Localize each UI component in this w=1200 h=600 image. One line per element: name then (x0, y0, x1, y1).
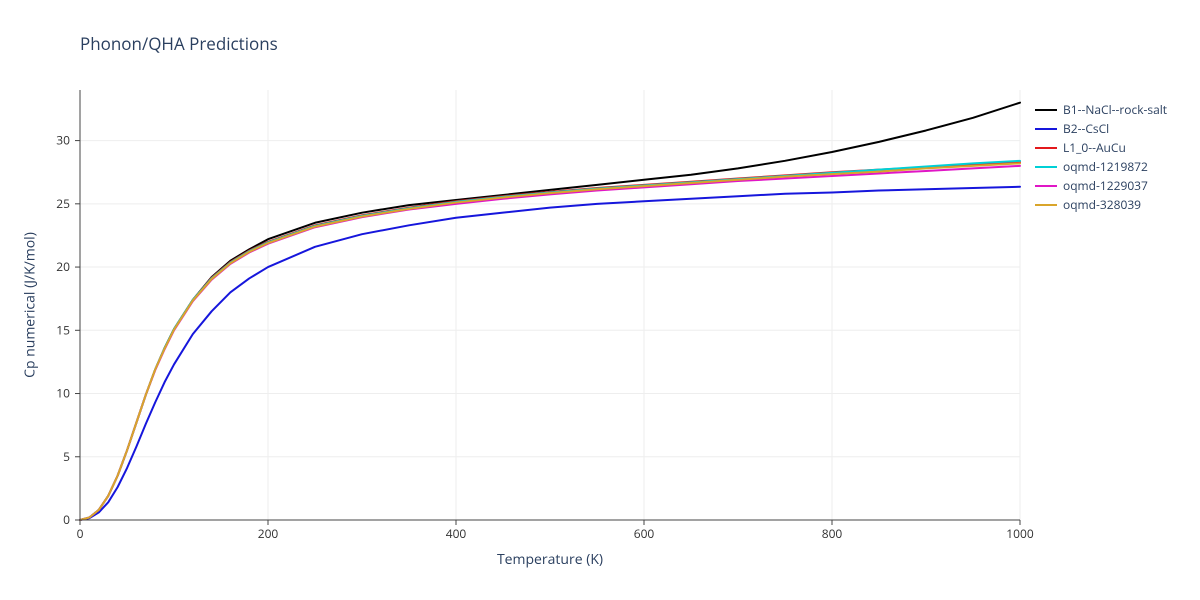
x-tick-label: 600 (634, 525, 655, 542)
y-tick-label: 20 (56, 258, 70, 275)
legend-swatch (1035, 204, 1057, 206)
series-line-2[interactable] (80, 162, 1020, 520)
x-tick-label: 400 (446, 525, 467, 542)
x-tick-label: 800 (822, 525, 843, 542)
legend-label: L1_0--AuCu (1063, 139, 1126, 156)
x-tick-label: 1000 (1006, 525, 1034, 542)
legend-swatch (1035, 147, 1057, 149)
y-tick-label: 30 (56, 132, 70, 149)
chart-title: Phonon/QHA Predictions (80, 32, 278, 55)
y-tick-label: 5 (63, 448, 70, 465)
legend-label: oqmd-1219872 (1063, 158, 1148, 175)
y-tick-label: 25 (56, 195, 70, 212)
series-line-5[interactable] (80, 163, 1020, 520)
x-axis-title: Temperature (K) (80, 550, 1020, 569)
legend-swatch (1035, 109, 1057, 111)
legend-label: oqmd-1229037 (1063, 177, 1148, 194)
legend-item-5[interactable]: oqmd-328039 (1035, 195, 1167, 214)
legend-item-1[interactable]: B2--CsCl (1035, 119, 1167, 138)
legend-swatch (1035, 128, 1057, 130)
y-tick-label: 0 (63, 511, 70, 528)
legend-label: B2--CsCl (1063, 120, 1109, 137)
series-line-0[interactable] (80, 103, 1020, 520)
y-tick-label: 15 (56, 321, 70, 338)
legend-item-2[interactable]: L1_0--AuCu (1035, 138, 1167, 157)
legend-swatch (1035, 166, 1057, 168)
plot-area[interactable]: 02004006008001000051015202530 Temperatur… (80, 90, 1020, 520)
x-tick-label: 0 (77, 525, 84, 542)
series-line-1[interactable] (80, 187, 1020, 520)
legend-label: oqmd-328039 (1063, 196, 1141, 213)
x-tick-label: 200 (258, 525, 279, 542)
legend: B1--NaCl--rock-salt B2--CsCl L1_0--AuCuoqm… (1035, 100, 1167, 214)
legend-label: B1--NaCl--rock-salt (1063, 101, 1167, 118)
y-tick-label: 10 (56, 385, 70, 402)
legend-swatch (1035, 185, 1057, 187)
chart-svg: 02004006008001000051015202530 (80, 90, 1020, 520)
y-axis-title: Cp numerical (J/K/mol) (20, 90, 40, 520)
series-line-3[interactable] (80, 161, 1020, 520)
legend-item-4[interactable]: oqmd-1229037 (1035, 176, 1167, 195)
series-line-4[interactable] (80, 166, 1020, 520)
legend-item-3[interactable]: oqmd-1219872 (1035, 157, 1167, 176)
legend-item-0[interactable]: B1--NaCl--rock-salt (1035, 100, 1167, 119)
